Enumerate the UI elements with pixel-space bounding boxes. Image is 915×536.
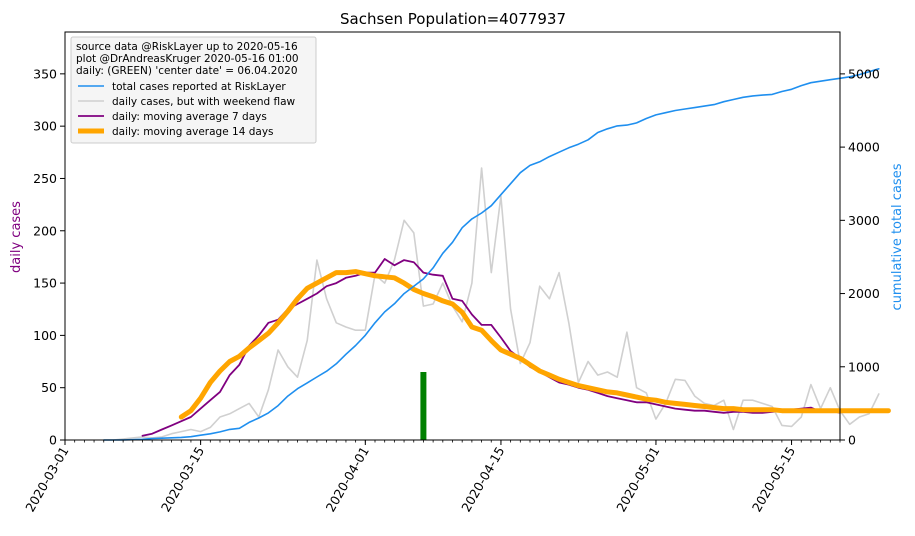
y-right-tick-label: 1000 (848, 359, 880, 374)
y-right-tick-label: 3000 (848, 213, 880, 228)
legend-label-ma14: daily: moving average 14 days (112, 126, 274, 138)
x-tick-label: 2020-05-15 (749, 444, 798, 514)
x-tick-label: 2020-04-01 (323, 444, 372, 514)
x-tick-label: 2020-05-01 (613, 444, 662, 514)
y-left-tick-label: 250 (33, 171, 57, 186)
series-line-ma7 (141, 258, 841, 437)
x-tick-label: 2020-04-15 (458, 444, 507, 514)
y-right-tick-label: 2000 (848, 286, 880, 301)
legend-header-line-3: daily: (GREEN) 'center date' = 06.04.202… (76, 65, 298, 77)
y-left-tick-label: 350 (33, 66, 57, 81)
center-date-bar (420, 372, 427, 440)
y-axis-label-left: daily cases (9, 201, 24, 273)
y-right-tick-label: 5000 (848, 66, 880, 81)
x-tick-label: 2020-03-01 (22, 444, 71, 514)
series-line-total (103, 68, 880, 441)
y-left-tick-label: 0 (49, 433, 57, 448)
legend-header-line-1: source data @RiskLayer up to 2020-05-16 (76, 41, 298, 53)
y-left-tick-label: 300 (33, 119, 57, 134)
series-line-daily (103, 167, 880, 441)
series-line-ma14 (178, 269, 891, 420)
y-left-tick-label: 50 (41, 380, 57, 395)
plot-marks (103, 68, 891, 441)
x-tick-label: 2020-03-15 (158, 444, 207, 514)
legend-header-line-2: plot @DrAndreasKruger 2020-05-16 01:00 (76, 53, 299, 65)
chart-title: Sachsen Population=4077937 (340, 10, 566, 28)
y-axis-label-right: cumulative total cases (890, 163, 905, 310)
y-left-tick-label: 100 (33, 328, 57, 343)
y-right-tick-label: 4000 (848, 140, 880, 155)
y-left-tick-label: 200 (33, 223, 57, 238)
y-right-tick-label: 0 (848, 433, 856, 448)
legend: source data @RiskLayer up to 2020-05-16 … (70, 36, 317, 144)
legend-label-daily: daily cases, but with weekend flaw (112, 96, 296, 108)
legend-label-total: total cases reported at RiskLayer (112, 81, 286, 93)
y-left-tick-label: 150 (33, 276, 57, 291)
legend-label-ma7: daily: moving average 7 days (112, 111, 267, 123)
legend-box (70, 36, 317, 144)
